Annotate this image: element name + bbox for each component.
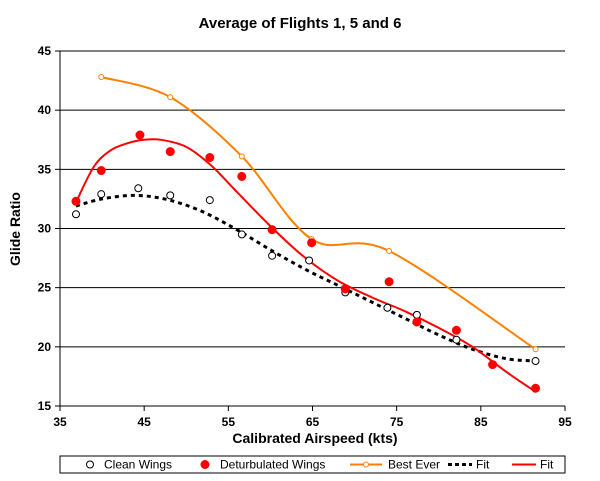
deturbulated-wings-point bbox=[71, 196, 81, 206]
deturbulated-wings-point bbox=[531, 383, 541, 393]
clean-wings-point bbox=[412, 310, 421, 319]
plot-area: 15 20 25 30 35 40 45 35 45 55 65 75 85 95 bbox=[38, 44, 572, 429]
deturbulated-wings-point bbox=[488, 360, 498, 370]
fit-line-deturbulated bbox=[75, 138, 537, 393]
deturbulated-wings-point bbox=[96, 166, 106, 176]
clean-wings-point bbox=[383, 303, 392, 312]
y-tick-label: 15 bbox=[38, 399, 52, 413]
x-tick-label: 35 bbox=[53, 415, 67, 429]
deturbulated-wings-point bbox=[384, 277, 394, 287]
clean-wings-point bbox=[531, 357, 540, 366]
clean-wings-point bbox=[205, 196, 214, 205]
deturbulated-wings-point bbox=[165, 147, 175, 157]
best-ever-point bbox=[238, 153, 245, 160]
legend-deturbulated-wings-icon bbox=[200, 460, 210, 469]
chart-title: Average of Flights 1, 5 and 6 bbox=[199, 15, 402, 32]
clean-wings-point bbox=[268, 251, 277, 260]
deturbulated-wings-point bbox=[205, 153, 215, 162]
clean-wings-point bbox=[97, 190, 106, 199]
x-axis-title: Calibrated Airspeed (kts) bbox=[232, 430, 397, 446]
clean-wings-point bbox=[452, 335, 461, 344]
clean-wings-point bbox=[237, 230, 246, 239]
deturbulated-wings-point bbox=[237, 171, 247, 181]
legend-label: Clean Wings bbox=[104, 458, 172, 472]
deturbulated-wings-point bbox=[307, 238, 317, 248]
deturbulated-wings-point bbox=[412, 317, 422, 327]
deturbulated-wings-point bbox=[135, 130, 145, 140]
legend-label: Deturbulated Wings bbox=[220, 458, 325, 472]
y-tick-label: 40 bbox=[38, 103, 52, 117]
deturbulated-wings-point bbox=[340, 284, 350, 294]
x-tick-label: 55 bbox=[222, 415, 236, 429]
y-tick-label: 35 bbox=[38, 162, 52, 176]
legend-label: Fit bbox=[476, 458, 490, 472]
best-ever-point bbox=[167, 94, 174, 101]
y-tick-label: 25 bbox=[38, 281, 52, 295]
x-tick-label: 95 bbox=[558, 415, 572, 429]
legend-label: Best Ever bbox=[388, 458, 440, 472]
deturbulated-wings-point bbox=[451, 325, 461, 335]
best-ever-point bbox=[386, 247, 393, 254]
y-tick-label: 30 bbox=[38, 222, 52, 236]
y-axis-title: Glide Ratio bbox=[7, 192, 23, 266]
legend-best-ever-marker-icon bbox=[363, 461, 369, 468]
clean-wings-point bbox=[305, 256, 314, 265]
clean-wings-point bbox=[71, 210, 80, 219]
clean-wings-point bbox=[166, 191, 175, 200]
legend-clean-wings-icon bbox=[86, 460, 94, 469]
y-tick-label: 45 bbox=[38, 44, 52, 58]
y-tick-label: 20 bbox=[38, 340, 52, 354]
x-tick-label: 85 bbox=[474, 415, 488, 429]
x-tick-label: 75 bbox=[390, 415, 404, 429]
best-ever-point bbox=[532, 346, 539, 353]
x-tick-label: 65 bbox=[306, 415, 320, 429]
x-tick-label: 45 bbox=[137, 415, 151, 429]
deturbulated-wings-point bbox=[267, 225, 277, 235]
legend: Clean Wings Deturbulated Wings Best Ever Fi… bbox=[59, 455, 566, 474]
best-ever-point bbox=[98, 74, 105, 81]
legend-box bbox=[59, 455, 566, 474]
legend-label: Fit bbox=[540, 458, 554, 472]
clean-wings-point bbox=[134, 184, 143, 193]
